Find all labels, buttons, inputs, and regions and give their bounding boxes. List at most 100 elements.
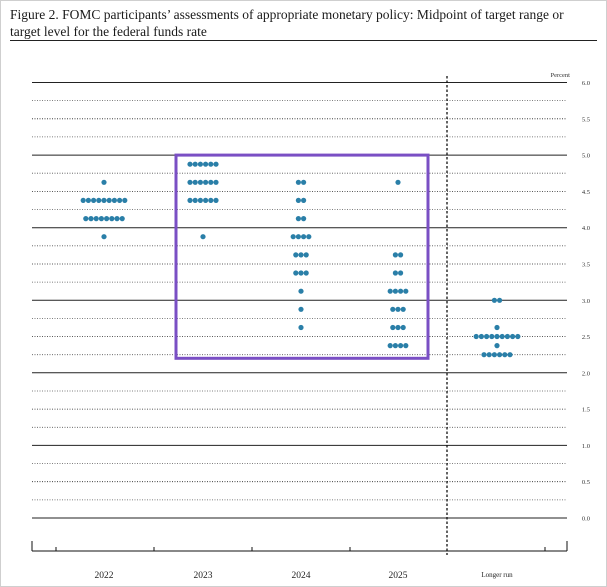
- participant-dot: [203, 197, 209, 203]
- y-tick-label: 5.0: [582, 153, 590, 160]
- participant-dot: [213, 197, 219, 203]
- y-tick-label: 1.5: [582, 407, 590, 414]
- participant-dot: [192, 197, 198, 203]
- participant-dot: [403, 288, 409, 294]
- participant-dot: [392, 343, 398, 349]
- participant-dot: [398, 288, 404, 294]
- participant-dot: [295, 216, 301, 222]
- participant-dot: [93, 216, 99, 222]
- participant-dot: [491, 352, 497, 358]
- y-tick-label: 5.5: [582, 116, 590, 123]
- y-tick-label: 4.5: [582, 189, 590, 196]
- participant-dot: [301, 216, 307, 222]
- y-tick-label: 2.5: [582, 334, 590, 341]
- participant-dot: [88, 216, 94, 222]
- participant-dot: [497, 352, 503, 358]
- participant-dot: [104, 216, 110, 222]
- y-tick-label: 0.5: [582, 479, 590, 486]
- participant-dot: [398, 270, 404, 276]
- participant-dot: [187, 197, 193, 203]
- participant-dot: [293, 252, 299, 258]
- participant-dot: [197, 197, 203, 203]
- participant-dot: [473, 333, 479, 340]
- participant-dot: [293, 270, 299, 276]
- participant-dot: [509, 333, 516, 340]
- participant-dot: [83, 216, 89, 222]
- participant-dot: [101, 234, 107, 240]
- highlight-box-group: [174, 153, 430, 360]
- participant-dot: [298, 270, 304, 276]
- y-tick-label: 1.0: [582, 443, 590, 450]
- y-tick-label: 0.0: [582, 516, 590, 523]
- participant-dot: [208, 179, 214, 185]
- participant-dot: [497, 297, 503, 303]
- participant-dot: [298, 324, 304, 331]
- participant-dot: [507, 352, 513, 358]
- y-tick-label: 6.0: [582, 80, 590, 87]
- participant-dot: [494, 324, 500, 331]
- participant-dot: [301, 197, 307, 203]
- participant-dot: [91, 197, 97, 203]
- x-category-label: 2025: [389, 571, 408, 581]
- participant-dot: [515, 333, 521, 340]
- participant-dot: [392, 270, 398, 276]
- participant-dot: [398, 252, 404, 258]
- y-tick-label: 4.0: [582, 225, 590, 232]
- participant-dot: [119, 216, 125, 222]
- participant-dot: [504, 333, 510, 340]
- participant-dot: [213, 161, 219, 167]
- y-tick-label: 3.5: [582, 262, 590, 269]
- participant-dot: [203, 161, 209, 167]
- y-tick-label: 2.0: [582, 370, 590, 377]
- participant-dot: [101, 197, 107, 203]
- chart-axes: [31, 76, 568, 555]
- participant-dot: [187, 161, 193, 167]
- participant-dot: [101, 179, 107, 185]
- participant-dot: [390, 324, 396, 331]
- participant-dot: [111, 197, 117, 203]
- dot-series: [80, 161, 521, 358]
- participant-dot: [117, 197, 123, 203]
- grid-lines: [32, 82, 567, 519]
- participant-dot: [290, 234, 296, 240]
- participant-dot: [387, 288, 393, 294]
- title-rule: [10, 40, 597, 41]
- participant-dot: [213, 179, 219, 185]
- participant-dot: [395, 324, 401, 331]
- participant-dot: [295, 234, 301, 240]
- participant-dot: [106, 197, 112, 203]
- participant-dot: [298, 288, 304, 294]
- participant-dot: [96, 197, 102, 203]
- participant-dot: [398, 343, 404, 349]
- participant-dot: [192, 179, 198, 185]
- participant-dot: [303, 252, 309, 258]
- participant-dot: [387, 343, 393, 349]
- participant-dot: [395, 306, 401, 312]
- participant-dot: [80, 197, 86, 203]
- x-category-label: 2023: [194, 571, 213, 581]
- participant-dot: [208, 161, 214, 167]
- participant-dot: [491, 297, 497, 303]
- participant-dot: [298, 252, 304, 258]
- y-tick-label: 3.0: [582, 298, 590, 305]
- participant-dot: [486, 352, 492, 358]
- participant-dot: [122, 197, 128, 203]
- participant-dot: [295, 179, 301, 185]
- x-category-label: Longer run: [481, 571, 513, 579]
- participant-dot: [494, 343, 500, 349]
- x-category-label: 2022: [95, 571, 114, 581]
- participant-dot: [109, 216, 115, 222]
- highlight-box: [174, 153, 430, 360]
- participant-dot: [298, 306, 304, 312]
- participant-dot: [295, 197, 301, 203]
- participant-dot: [197, 161, 203, 167]
- participant-dot: [502, 352, 508, 358]
- participant-dot: [306, 234, 312, 240]
- participant-dot: [197, 179, 203, 185]
- participant-dot: [203, 179, 209, 185]
- participant-dot: [192, 161, 198, 167]
- participant-dot: [392, 288, 398, 294]
- participant-dot: [98, 216, 104, 222]
- participant-dot: [114, 216, 120, 222]
- participant-dot: [481, 352, 487, 358]
